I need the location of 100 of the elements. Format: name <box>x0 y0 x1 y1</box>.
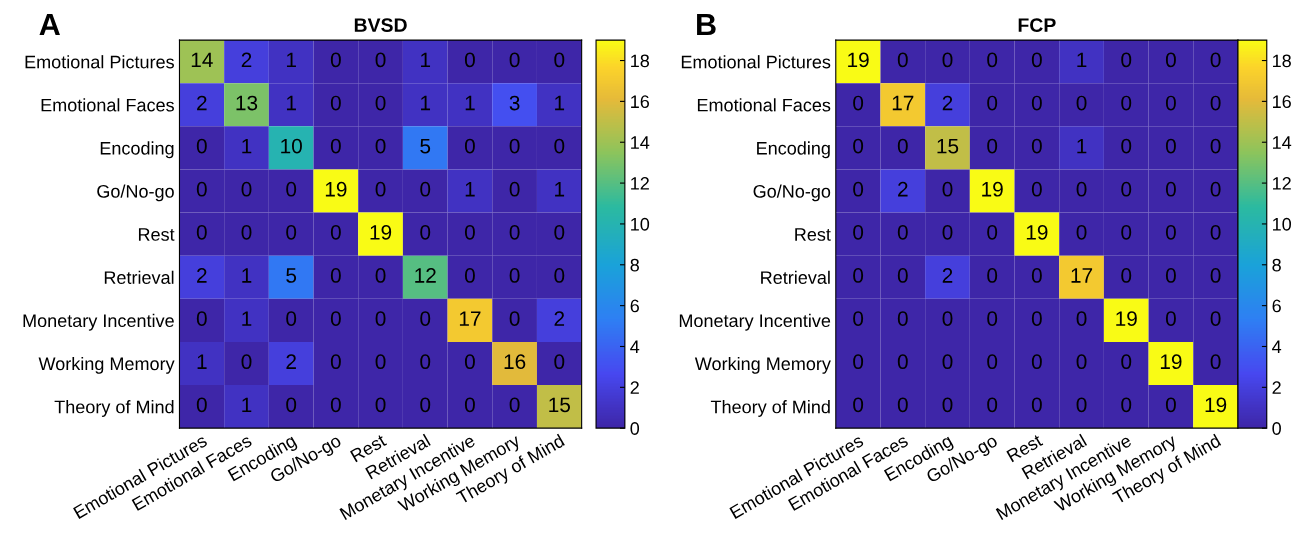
data-label: 0 <box>1076 95 1087 111</box>
data-label: 19 <box>848 52 869 68</box>
data-label: 0 <box>1076 311 1087 326</box>
data-label: 0 <box>330 95 341 111</box>
data-label: 0 <box>375 138 386 154</box>
data-label: 0 <box>464 52 475 68</box>
data-label: 2 <box>554 311 565 326</box>
data-label: 0 <box>1165 181 1176 197</box>
data-label: 0 <box>1031 354 1042 370</box>
data-label: 2 <box>942 268 953 283</box>
data-label: 0 <box>987 311 998 326</box>
data-label: 0 <box>196 138 207 154</box>
data-label: 17 <box>1071 268 1093 283</box>
y-tick-label: Go/No-go <box>97 184 174 202</box>
data-label: 0 <box>942 224 953 240</box>
data-label: 0 <box>1031 138 1042 154</box>
data-label: 0 <box>330 138 341 154</box>
color-bar-label: 8 <box>1272 258 1281 272</box>
data-label: 0 <box>853 138 864 154</box>
data-label: 0 <box>375 268 386 283</box>
y-tick-label: Emotional Faces <box>41 98 174 112</box>
data-label: 0 <box>330 311 341 326</box>
data-label: 2 <box>286 354 296 369</box>
data-label: 0 <box>1210 52 1221 68</box>
data-label: 0 <box>1076 181 1087 197</box>
data-label: 0 <box>1121 268 1132 283</box>
data-label: 1 <box>421 52 431 68</box>
data-label: 1 <box>465 95 475 111</box>
y-tick-label: Working Memory <box>694 356 831 374</box>
data-label: 0 <box>1031 52 1042 68</box>
data-label: 2 <box>197 95 207 111</box>
data-label: 2 <box>942 95 953 111</box>
data-label: 0 <box>1121 95 1132 111</box>
data-label: 0 <box>509 311 520 326</box>
data-label: 2 <box>241 52 252 68</box>
data-label: 0 <box>853 95 864 111</box>
y-tick-label: Theory of Mind <box>710 400 830 417</box>
data-label: 0 <box>1210 224 1221 240</box>
data-label: 1 <box>1077 52 1087 68</box>
data-label: 0 <box>509 181 520 197</box>
color-bar-label: 10 <box>1273 217 1292 231</box>
data-label: 1 <box>242 268 252 283</box>
color-bar-label: 2 <box>1272 381 1281 394</box>
data-label: 17 <box>459 311 481 326</box>
data-label: 0 <box>897 52 908 68</box>
data-label: 0 <box>853 397 864 413</box>
y-tick-label: Emotional Pictures <box>681 55 831 69</box>
color-bar-label: 4 <box>630 340 640 354</box>
data-label: 1 <box>286 52 296 68</box>
data-label: 19 <box>982 181 1003 197</box>
data-label: 5 <box>420 138 431 154</box>
y-tick-label: Rest <box>138 228 175 241</box>
color-bar-label: 14 <box>631 136 650 149</box>
data-label: 0 <box>1121 397 1132 413</box>
color-bar-label: 10 <box>631 217 650 231</box>
data-label: 0 <box>464 138 475 154</box>
data-label: 0 <box>330 397 341 413</box>
data-label: 0 <box>1165 397 1176 413</box>
data-label: 0 <box>1031 397 1042 413</box>
data-label: 1 <box>197 354 207 369</box>
color-bar-label: 12 <box>631 177 649 190</box>
color-bar-label: 12 <box>1273 177 1291 190</box>
y-tick-label: Rest <box>795 228 831 241</box>
data-label: 1 <box>286 95 296 111</box>
y-tick-label: Theory of Mind <box>54 400 174 417</box>
data-label: 0 <box>942 181 953 197</box>
data-label: 0 <box>987 138 998 154</box>
data-label: 0 <box>897 138 908 154</box>
y-tick-label: Retrieval <box>104 270 174 284</box>
data-label: 0 <box>1031 181 1042 197</box>
data-label: 0 <box>1210 138 1221 154</box>
y-tick-label: Encoding <box>100 141 174 159</box>
y-tick-label: Monetary Incentive <box>679 313 831 331</box>
data-label: 19 <box>325 181 347 197</box>
data-label: 0 <box>1076 397 1087 413</box>
data-label: 16 <box>504 354 526 370</box>
data-label: 0 <box>464 268 475 283</box>
data-label: 0 <box>286 311 297 326</box>
data-label: 5 <box>286 268 297 283</box>
data-label: 0 <box>942 397 953 413</box>
data-label: 0 <box>420 397 431 413</box>
data-label: 0 <box>241 224 252 240</box>
chart-title: FCP <box>1018 18 1056 32</box>
chart-title: BVSD <box>354 18 407 32</box>
data-label: 0 <box>196 397 207 413</box>
data-label: 0 <box>375 354 386 370</box>
data-label: 0 <box>330 354 341 370</box>
color-bar-label: 16 <box>631 95 650 109</box>
data-label: 0 <box>286 224 297 240</box>
data-label: 0 <box>509 397 520 413</box>
data-label: 1 <box>465 182 475 197</box>
data-label: 12 <box>415 268 436 283</box>
data-label: 0 <box>241 181 252 197</box>
data-label: 0 <box>554 224 565 240</box>
data-label: 0 <box>375 95 386 111</box>
data-label: 0 <box>853 181 864 197</box>
data-label: 0 <box>509 138 520 154</box>
data-label: 15 <box>937 138 959 154</box>
data-label: 0 <box>1210 95 1221 111</box>
data-label: 0 <box>853 311 864 326</box>
